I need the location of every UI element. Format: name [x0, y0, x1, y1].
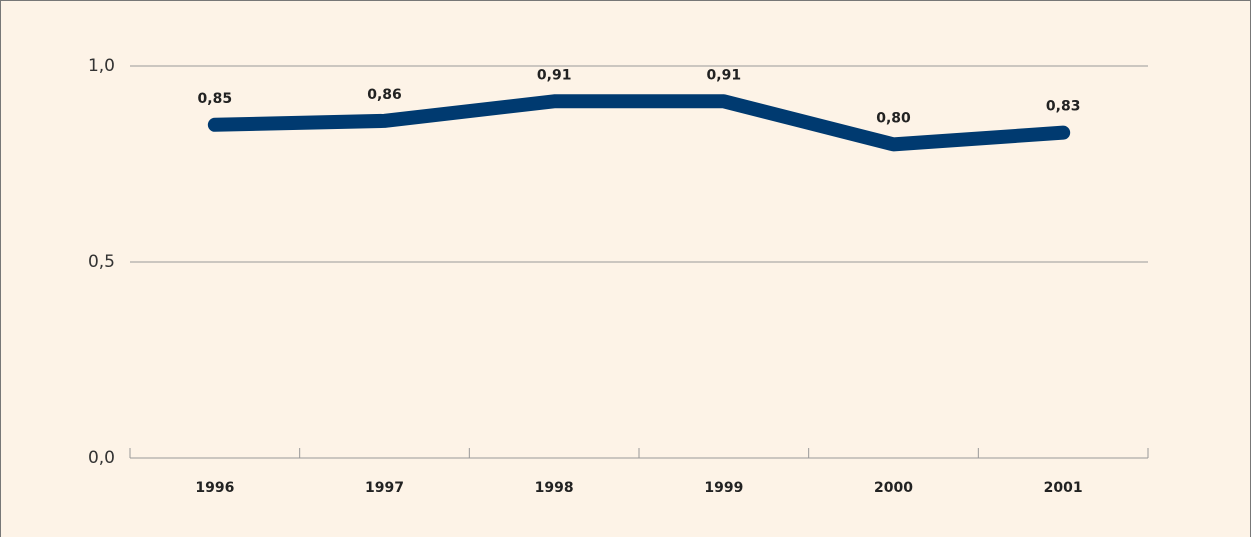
value-label: 0,85 [198, 91, 233, 107]
data-line [207, 94, 1071, 152]
value-label: 0,91 [707, 67, 742, 83]
value-label: 0,80 [876, 110, 911, 126]
y-tick-label: 0,5 [88, 252, 115, 272]
x-tick-label: 2000 [874, 480, 913, 496]
y-tick-label: 0,0 [88, 448, 115, 468]
x-tick-label: 1999 [704, 480, 743, 496]
y-tick-label: 1,0 [88, 56, 115, 76]
x-tick-label: 1997 [365, 480, 404, 496]
x-tick-label: 1998 [535, 480, 574, 496]
value-label: 0,91 [537, 67, 572, 83]
value-label: 0,83 [1046, 99, 1081, 115]
value-label: 0,86 [367, 87, 402, 103]
x-tick-label: 2001 [1044, 480, 1083, 496]
x-tick-label: 1996 [195, 480, 234, 496]
